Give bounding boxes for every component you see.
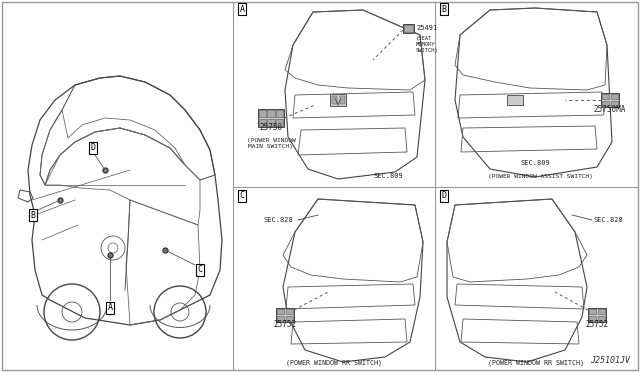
- Text: C: C: [239, 192, 244, 201]
- Bar: [598, 309, 605, 314]
- Text: A: A: [239, 4, 244, 13]
- Bar: [611, 94, 618, 99]
- Text: 25752: 25752: [273, 320, 296, 329]
- Text: SEC.809: SEC.809: [373, 173, 403, 179]
- Text: A: A: [108, 304, 113, 312]
- Text: 25491: 25491: [416, 25, 437, 31]
- Bar: [259, 119, 266, 126]
- Bar: [403, 25, 413, 32]
- Text: (SEAT
MEMORY
SWITCH): (SEAT MEMORY SWITCH): [416, 36, 439, 52]
- Bar: [589, 316, 596, 321]
- Bar: [276, 110, 283, 117]
- Text: C: C: [198, 266, 202, 275]
- Text: (POWER WINDOW RR SWITCH): (POWER WINDOW RR SWITCH): [488, 360, 584, 366]
- Bar: [601, 93, 619, 107]
- Bar: [258, 109, 284, 127]
- Text: (POWER WINDOW RR SWITCH): (POWER WINDOW RR SWITCH): [286, 360, 382, 366]
- Bar: [285, 316, 293, 321]
- Bar: [507, 95, 523, 105]
- Bar: [276, 308, 294, 322]
- Text: SEC.828: SEC.828: [594, 217, 624, 223]
- Bar: [285, 309, 293, 314]
- Text: D: D: [90, 144, 95, 153]
- Text: B: B: [442, 4, 447, 13]
- Text: 25750: 25750: [259, 123, 283, 132]
- Bar: [268, 110, 275, 117]
- Bar: [602, 94, 609, 99]
- Bar: [268, 119, 275, 126]
- Bar: [611, 101, 618, 106]
- Bar: [589, 309, 596, 314]
- Text: B: B: [31, 211, 35, 219]
- Bar: [598, 316, 605, 321]
- Bar: [588, 308, 606, 322]
- Bar: [602, 101, 609, 106]
- Text: SEC.809: SEC.809: [520, 160, 550, 166]
- Bar: [340, 96, 345, 104]
- Bar: [332, 96, 337, 104]
- Bar: [330, 94, 346, 106]
- Bar: [276, 119, 283, 126]
- Text: (POWER WINDOW
MAIN SWITCH): (POWER WINDOW MAIN SWITCH): [246, 138, 296, 149]
- Text: J25101JV: J25101JV: [590, 356, 630, 365]
- Text: (POWER WINDOW ASSIST SWITCH): (POWER WINDOW ASSIST SWITCH): [488, 174, 593, 179]
- Text: D: D: [442, 192, 447, 201]
- Bar: [276, 309, 284, 314]
- Bar: [259, 110, 266, 117]
- Text: SEC.828: SEC.828: [263, 217, 293, 223]
- Text: 25752: 25752: [586, 320, 609, 329]
- Bar: [403, 23, 413, 32]
- Text: 25750MA: 25750MA: [594, 105, 626, 114]
- Bar: [276, 316, 284, 321]
